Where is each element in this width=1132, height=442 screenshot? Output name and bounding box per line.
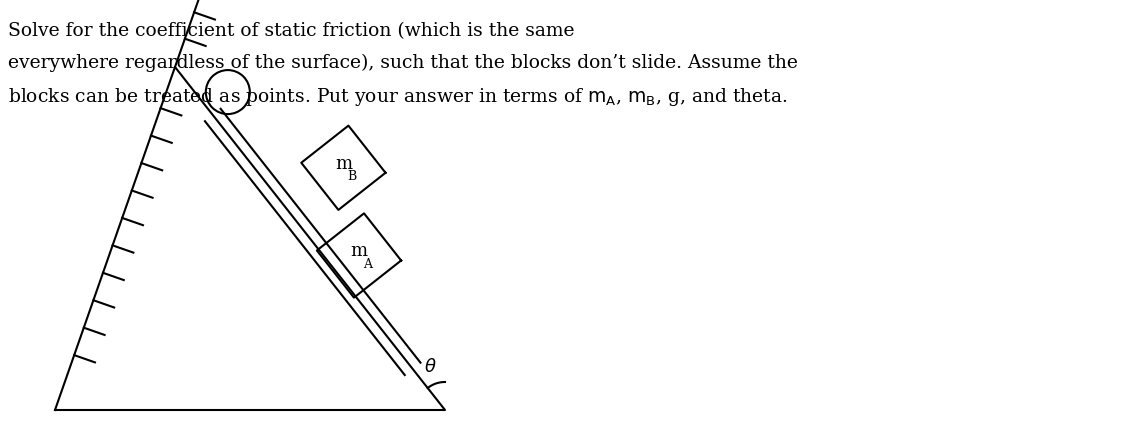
Text: $\theta$: $\theta$	[423, 358, 436, 376]
Text: m: m	[335, 155, 352, 173]
Text: everywhere regardless of the surface), such that the blocks don’t slide. Assume : everywhere regardless of the surface), s…	[8, 54, 798, 72]
Text: Solve for the coefficient of static friction (which is the same: Solve for the coefficient of static fric…	[8, 22, 575, 40]
Text: m: m	[351, 243, 368, 260]
Text: B: B	[348, 170, 357, 183]
Text: A: A	[363, 258, 372, 271]
Text: blocks can be treated as points. Put your answer in terms of $\mathrm{m_A}$, $\m: blocks can be treated as points. Put you…	[8, 86, 788, 108]
